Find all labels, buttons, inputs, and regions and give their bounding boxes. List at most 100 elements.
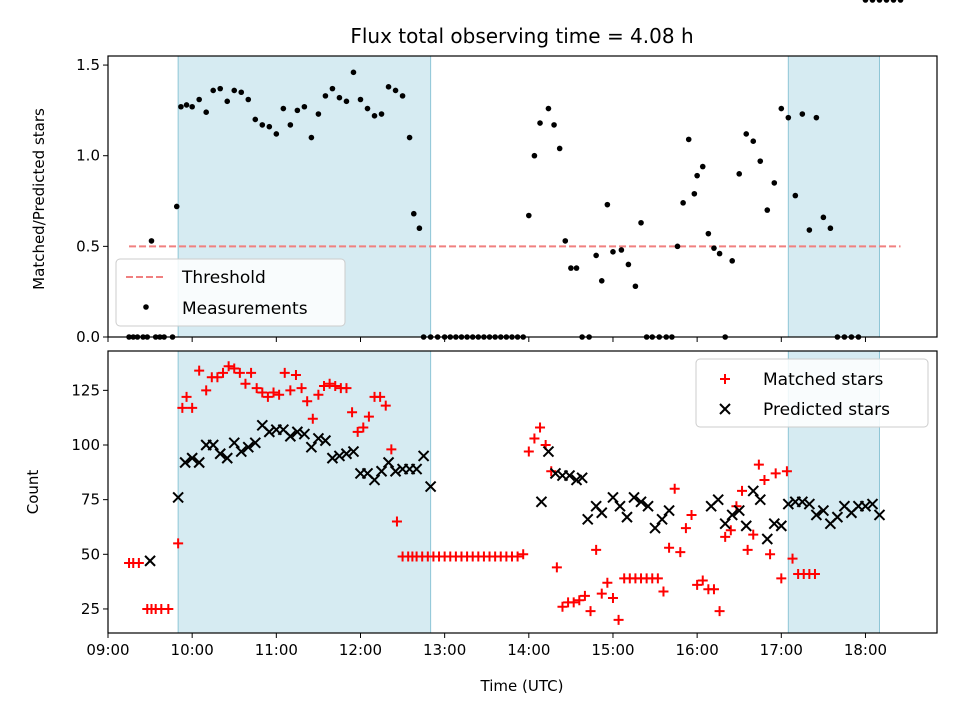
data-point	[375, 391, 386, 402]
data-point	[284, 430, 297, 442]
x-tick-label: 17:00	[760, 641, 803, 659]
data-point	[347, 407, 358, 418]
data-point	[820, 214, 827, 221]
data-point	[285, 385, 296, 396]
y-tick-label: 0.0	[76, 328, 100, 346]
data-point	[263, 426, 276, 438]
data-point	[341, 383, 352, 394]
data-point	[523, 446, 534, 457]
axes-frame	[107, 350, 938, 634]
data-point	[375, 465, 388, 477]
data-point	[526, 212, 532, 219]
data-point	[196, 96, 202, 103]
data-point	[252, 116, 259, 123]
data-point	[242, 441, 254, 453]
data-point	[340, 448, 353, 460]
data-point	[642, 500, 654, 512]
data-point	[663, 504, 675, 517]
data-point	[890, 0, 897, 3]
data-point	[189, 103, 195, 110]
data-point	[705, 230, 712, 237]
y-tick-label: 75	[81, 491, 100, 509]
data-point	[313, 389, 324, 400]
data-point	[274, 389, 285, 400]
data-point	[280, 105, 287, 112]
data-point	[674, 243, 681, 250]
data-point	[259, 122, 266, 128]
data-point	[764, 207, 771, 213]
data-point	[725, 525, 736, 536]
data-point	[363, 411, 374, 422]
data-point	[574, 595, 585, 606]
x-tick-label: 13:00	[423, 641, 466, 659]
data-point	[179, 456, 191, 469]
data-point	[607, 593, 618, 604]
plot-layer: 0.0 0.5 1.0 1.5 Threshold Measurements 25 50 75 1…	[71, 0, 938, 659]
y-tick-label: 100	[71, 436, 100, 454]
data-point	[776, 573, 787, 584]
data-point	[172, 491, 184, 504]
legend-ratio: Threshold Measurements	[115, 258, 346, 327]
data-point	[782, 498, 795, 510]
data-point	[576, 472, 588, 484]
data-point	[246, 367, 257, 378]
data-point	[133, 558, 144, 569]
data-point	[224, 98, 231, 105]
data-point	[312, 432, 325, 445]
data-point	[302, 396, 313, 407]
data-point	[218, 367, 229, 378]
data-point	[737, 485, 748, 496]
data-point	[380, 400, 391, 411]
data-point	[876, 0, 883, 3]
data-point	[750, 138, 757, 145]
data-point	[214, 448, 226, 460]
data-point	[410, 210, 417, 217]
data-point	[551, 122, 557, 128]
data-point	[228, 437, 240, 449]
data-point	[183, 102, 190, 108]
data-point	[406, 134, 413, 141]
data-point	[778, 105, 785, 112]
x-tick-label: 11:00	[255, 641, 298, 659]
data-point	[298, 428, 311, 440]
data-point	[748, 529, 759, 540]
data-point	[333, 450, 346, 462]
data-point	[866, 498, 879, 510]
data-point	[194, 365, 205, 376]
data-point	[163, 603, 174, 614]
data-point	[604, 201, 611, 208]
data-point	[596, 507, 608, 519]
data-point	[568, 597, 579, 608]
data-point	[579, 590, 590, 601]
data-point	[223, 361, 234, 372]
data-point	[768, 517, 780, 530]
x-tick-label: 15:00	[591, 641, 634, 659]
data-point	[692, 579, 703, 590]
data-point	[740, 520, 752, 532]
data-point	[238, 89, 245, 96]
data-point	[618, 247, 625, 253]
data-point	[319, 380, 330, 391]
data-point	[598, 278, 605, 284]
data-point	[399, 93, 406, 99]
x-tick-label: 10:00	[171, 641, 214, 659]
data-point	[305, 441, 318, 453]
data-point	[716, 250, 723, 257]
data-point	[417, 450, 430, 462]
data-point	[416, 225, 423, 232]
data-point	[229, 363, 240, 374]
data-point	[817, 504, 830, 517]
data-point	[424, 480, 437, 493]
data-point	[664, 542, 675, 553]
data-point	[614, 500, 626, 512]
data-point	[733, 504, 745, 517]
data-point	[315, 111, 322, 117]
data-point	[573, 265, 580, 271]
data-point	[181, 391, 192, 402]
data-point	[883, 0, 890, 3]
data-point	[669, 483, 680, 494]
data-point	[382, 456, 395, 469]
data-point	[658, 586, 669, 597]
data-point	[803, 498, 816, 510]
